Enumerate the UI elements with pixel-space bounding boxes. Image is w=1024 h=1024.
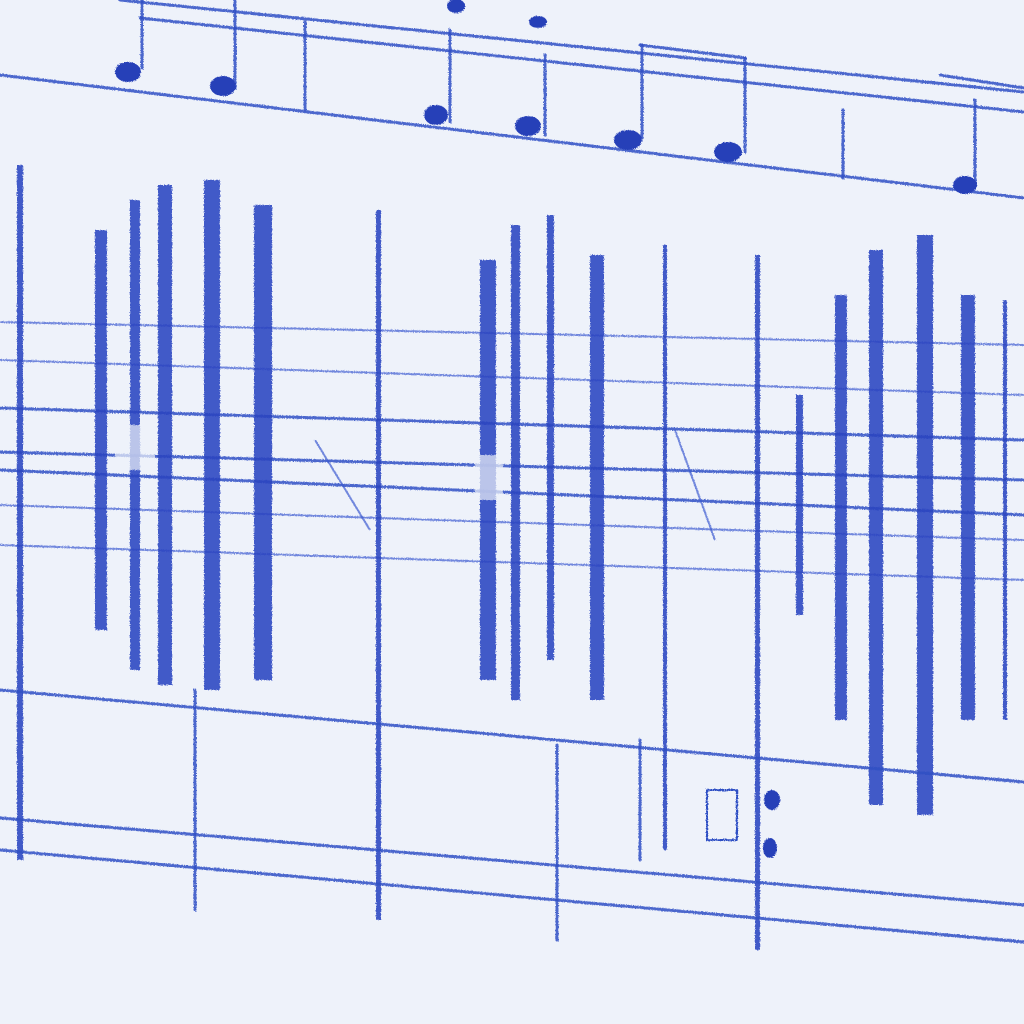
drawing bbox=[0, 0, 1024, 950]
bar bbox=[755, 255, 760, 950]
note-head bbox=[763, 838, 777, 858]
erased-patch bbox=[475, 455, 503, 500]
erased-patch bbox=[115, 425, 155, 470]
note-head bbox=[614, 130, 642, 150]
bar bbox=[158, 185, 172, 685]
staff-line bbox=[138, 16, 1024, 114]
sketch-mark bbox=[706, 789, 738, 841]
bar bbox=[204, 180, 220, 690]
staff-line bbox=[0, 688, 1024, 784]
bar bbox=[254, 205, 272, 680]
note-head bbox=[424, 105, 448, 125]
bar bbox=[869, 250, 883, 805]
bar bbox=[961, 295, 975, 720]
slur bbox=[314, 439, 371, 531]
bar bbox=[376, 210, 381, 920]
note-head bbox=[764, 790, 780, 810]
beam bbox=[638, 43, 747, 60]
note-head bbox=[529, 16, 547, 28]
note-head bbox=[714, 142, 742, 162]
bar bbox=[95, 230, 107, 630]
slur bbox=[674, 429, 716, 541]
bar bbox=[663, 245, 667, 850]
bar bbox=[796, 395, 803, 615]
beam bbox=[938, 73, 1024, 90]
bar bbox=[511, 225, 520, 700]
bar bbox=[590, 255, 604, 700]
staff-line bbox=[0, 73, 1024, 200]
bar bbox=[1003, 300, 1007, 720]
note-head bbox=[210, 76, 236, 96]
bar bbox=[17, 165, 23, 860]
staff-line bbox=[0, 848, 1024, 944]
note-head bbox=[515, 116, 541, 136]
staff-line bbox=[0, 816, 1024, 907]
note-head bbox=[115, 62, 141, 82]
bar bbox=[547, 215, 554, 660]
bar bbox=[835, 295, 847, 720]
note-head bbox=[447, 0, 465, 13]
bar bbox=[917, 235, 933, 815]
staff-line bbox=[118, 0, 1024, 94]
note-head bbox=[953, 176, 977, 194]
